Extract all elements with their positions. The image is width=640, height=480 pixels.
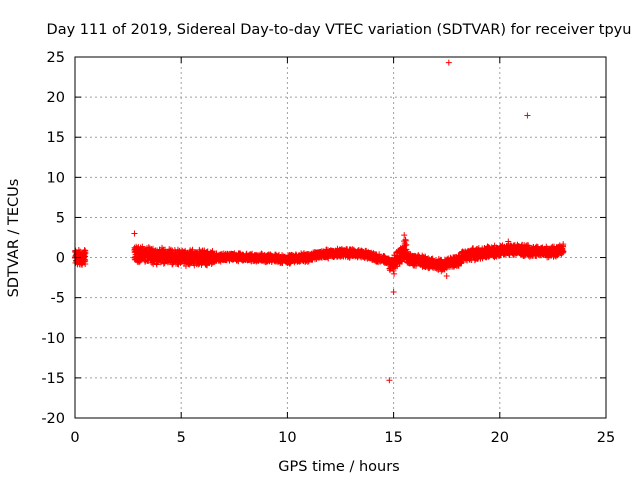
data-point bbox=[390, 289, 397, 296]
data-point bbox=[82, 261, 89, 268]
y-tick-label: 15 bbox=[47, 130, 65, 146]
data-point bbox=[533, 243, 540, 250]
data-point bbox=[174, 246, 181, 253]
y-tick-label: 25 bbox=[47, 50, 65, 66]
axis-ticks: 0 5 10 15 20 25 -20 -15 -10 -5 0 5 10 15 20 25 bbox=[41, 50, 615, 446]
y-tick-label: -10 bbox=[41, 331, 65, 347]
data-points bbox=[72, 59, 567, 384]
y-tick-label: -15 bbox=[41, 371, 65, 387]
data-point bbox=[443, 273, 450, 280]
data-point bbox=[505, 238, 512, 245]
x-tick-label: 15 bbox=[384, 430, 402, 446]
data-point bbox=[153, 261, 160, 268]
data-point bbox=[560, 248, 567, 255]
x-tick-label: 20 bbox=[491, 430, 509, 446]
x-tick-label: 25 bbox=[597, 430, 615, 446]
data-point bbox=[386, 377, 393, 384]
data-point bbox=[287, 260, 294, 267]
plot-frame bbox=[74, 56, 607, 419]
data-point bbox=[131, 230, 138, 237]
y-tick-label: 10 bbox=[47, 170, 65, 186]
y-tick-label: 20 bbox=[47, 90, 65, 106]
data-point bbox=[403, 241, 410, 248]
data-point bbox=[401, 232, 408, 239]
y-axis-label: SDTVAR / TECUs bbox=[6, 179, 22, 298]
data-point bbox=[82, 247, 89, 254]
data-point bbox=[160, 260, 167, 267]
x-tick-label: 0 bbox=[70, 430, 79, 446]
y-tick-label: 5 bbox=[56, 210, 65, 226]
data-point bbox=[524, 112, 531, 119]
data-point bbox=[445, 59, 452, 66]
x-tick-label: 10 bbox=[278, 430, 296, 446]
x-axis-label: GPS time / hours bbox=[278, 459, 399, 475]
x-tick-label: 5 bbox=[177, 430, 186, 446]
data-point bbox=[560, 241, 567, 248]
y-tick-label: 0 bbox=[56, 251, 65, 267]
y-tick-label: -20 bbox=[41, 411, 65, 427]
data-point bbox=[391, 270, 398, 277]
y-tick-label: -5 bbox=[51, 291, 65, 307]
chart-title: Day 111 of 2019, Sidereal Day-to-day VTE… bbox=[47, 22, 632, 38]
data-point bbox=[390, 267, 397, 274]
data-point bbox=[402, 237, 409, 244]
